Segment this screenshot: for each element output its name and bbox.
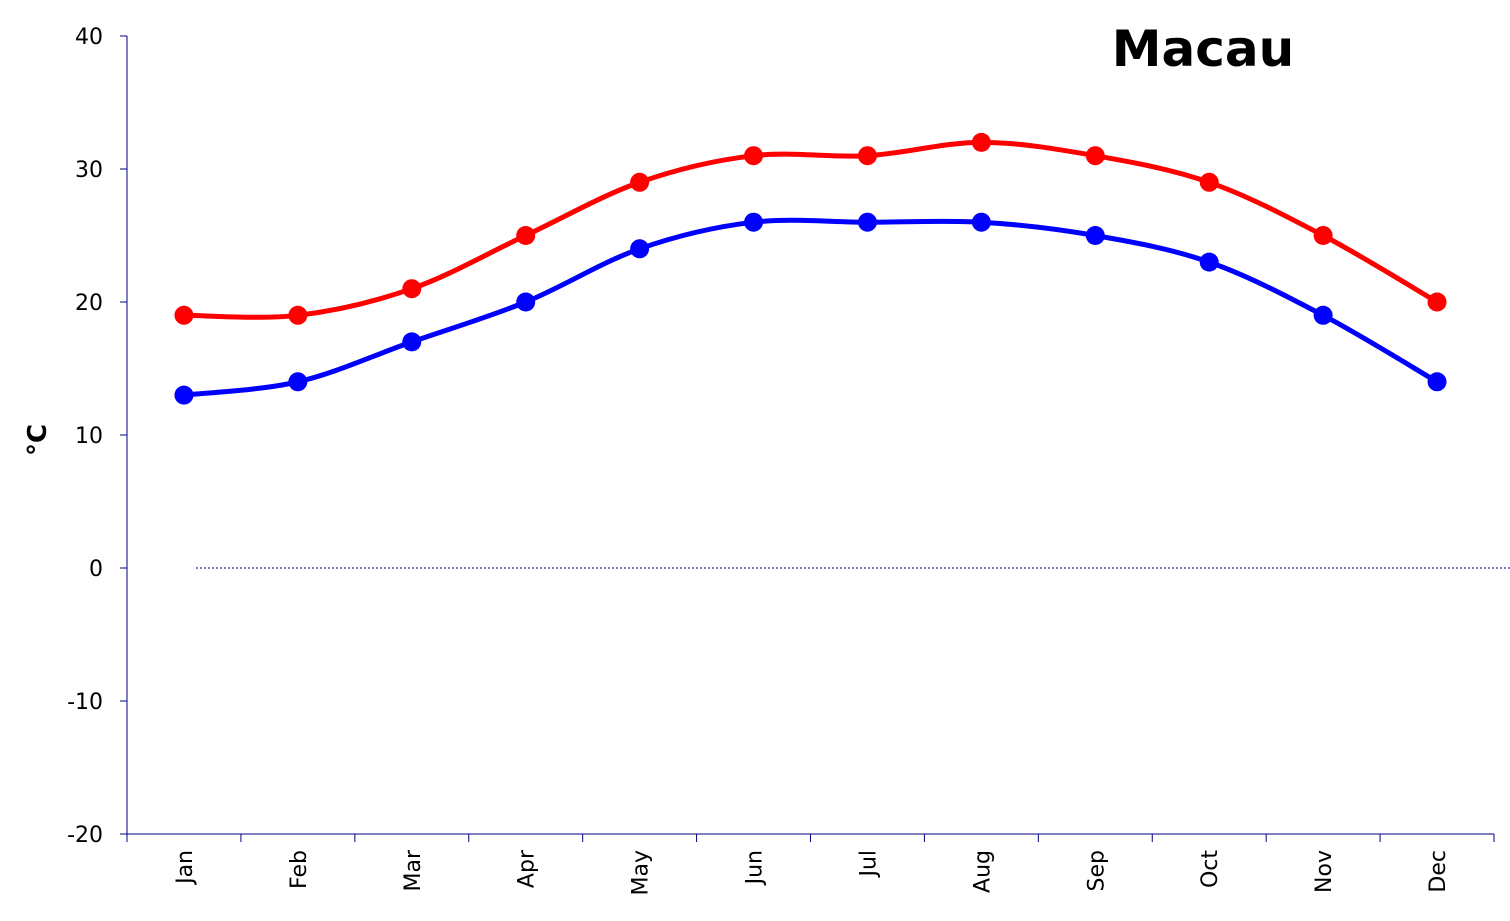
series-2-point <box>288 372 308 392</box>
axes: -20 -10 0 10 20 30 40 Jan Feb Mar Apr May Jun Jul Aug S… <box>67 25 1510 895</box>
y-tick-label: -10 <box>67 690 103 715</box>
x-tick-label: Nov <box>1312 850 1337 893</box>
series-1-point <box>288 305 308 325</box>
series-line-2 <box>181 217 1440 398</box>
series-1-point <box>174 305 194 325</box>
y-tick-label: 20 <box>75 291 103 316</box>
series-2-point <box>516 292 536 312</box>
series-2-point <box>1313 305 1333 325</box>
series-2-point <box>857 212 877 232</box>
series-1-point <box>1085 146 1105 166</box>
x-tick-label: Feb <box>287 850 312 889</box>
y-tick-label: -20 <box>67 823 103 848</box>
series-1-point <box>744 146 764 166</box>
x-tick-label: Jun <box>743 850 768 886</box>
series-line-1 <box>181 139 1440 320</box>
series-1-point <box>857 146 877 166</box>
x-tick-label: Jul <box>856 850 881 879</box>
x-tick-label: Dec <box>1426 850 1451 893</box>
series-2-point <box>174 385 194 405</box>
chart-title: Macau <box>1112 20 1294 78</box>
series-2-point <box>630 239 650 259</box>
series-2-point <box>1427 372 1447 392</box>
series-2-point <box>402 332 422 352</box>
y-tick-label: 0 <box>89 557 103 582</box>
series-2-point <box>1085 226 1105 245</box>
series-2-point <box>1199 252 1219 272</box>
y-axis-title: °C <box>23 424 53 456</box>
x-tick-label: May <box>629 850 654 895</box>
x-tick-label: Jan <box>173 850 198 886</box>
x-tick-label: Oct <box>1198 850 1223 888</box>
series-2-point <box>971 212 991 232</box>
x-tick-label: Apr <box>515 849 540 888</box>
series-1-point <box>630 172 650 192</box>
series-1-point <box>402 279 422 299</box>
x-tick-label: Aug <box>970 850 995 893</box>
x-tick-label: Sep <box>1084 850 1109 891</box>
series-1-point <box>516 226 536 245</box>
x-tick-label: Mar <box>401 849 426 891</box>
series-1-point <box>1199 172 1219 192</box>
y-tick-label: 10 <box>75 424 103 449</box>
series-2-point <box>744 212 764 232</box>
y-tick-label: 30 <box>75 158 103 183</box>
series-1-point <box>971 132 991 152</box>
y-tick-label: 40 <box>75 25 103 50</box>
series-1-point <box>1313 226 1333 245</box>
series-1-point <box>1427 292 1447 312</box>
series-layer <box>174 132 1447 405</box>
